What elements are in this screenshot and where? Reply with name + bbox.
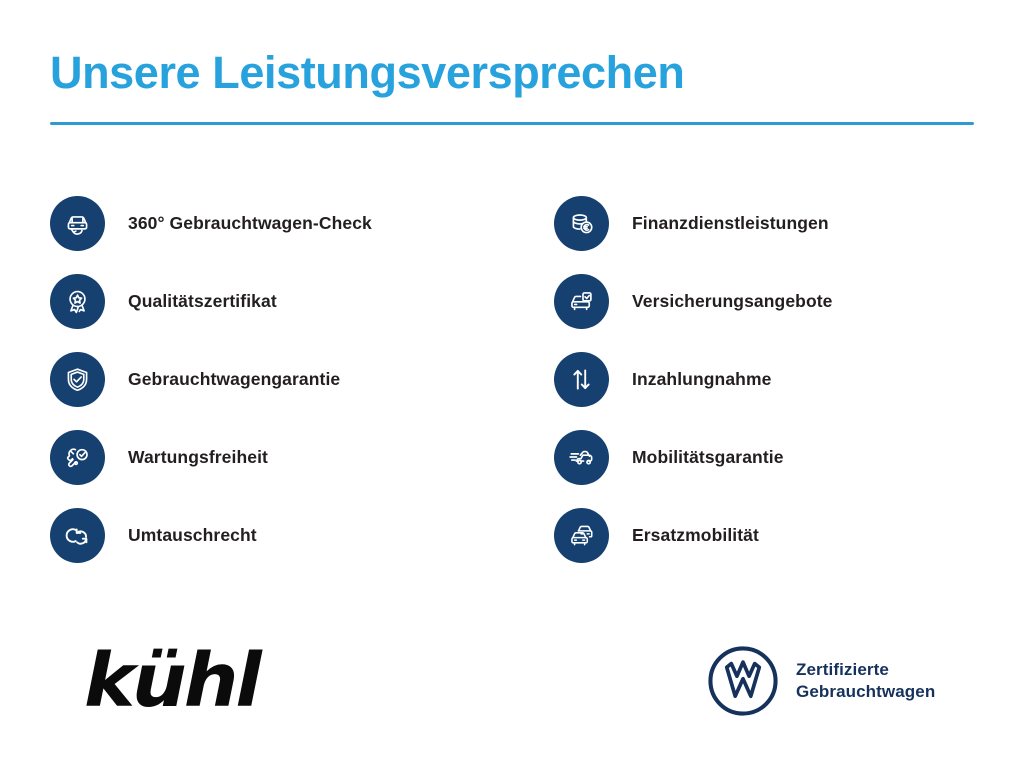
benefit-item-trade-in: Inzahlungnahme — [554, 352, 990, 407]
shield-check-icon — [50, 352, 105, 407]
benefit-item-exchange-right: Umtauschrecht — [50, 508, 486, 563]
vw-caption-line-2: Gebrauchtwagen — [796, 682, 936, 701]
wrench-check-icon — [50, 430, 105, 485]
benefit-item-quality-certificate: Qualitätszertifikat — [50, 274, 486, 329]
vw-caption-line-1: Zertifizierte — [796, 660, 889, 680]
slide-footer: kühl Zertifizierte Gebrauchtwagen — [0, 626, 1024, 746]
car-checkbox-icon — [554, 274, 609, 329]
benefit-item-replacement-mobility: Ersatzmobilität — [554, 508, 990, 563]
benefit-label: 360° Gebrauchtwagen-Check — [128, 213, 372, 233]
benefit-label: Umtauschrecht — [128, 525, 257, 545]
vw-logo-caption: Zertifizierte Gebrauchtwagen — [796, 659, 935, 703]
vw-certified-used-cars-logo: Zertifizierte Gebrauchtwagen — [706, 644, 935, 718]
benefit-label: Gebrauchtwagengarantie — [128, 369, 341, 389]
benefit-item-maintenance-free: Wartungsfreiheit — [50, 430, 486, 485]
benefit-label: Inzahlungnahme — [632, 369, 772, 389]
benefits-right-column: Finanzdienstleistungen Versicherungsange… — [554, 196, 990, 563]
benefit-label: Versicherungsangebote — [632, 291, 833, 311]
benefit-item-financial-services: Finanzdienstleistungen — [554, 196, 990, 251]
benefits-section: 360° Gebrauchtwagen-Check Qualitätszerti… — [50, 196, 990, 563]
benefit-label: Ersatzmobilität — [632, 525, 759, 545]
benefit-item-warranty: Gebrauchtwagengarantie — [50, 352, 486, 407]
award-rosette-icon — [50, 274, 105, 329]
car-360-check-icon — [50, 196, 105, 251]
title-divider — [50, 122, 974, 126]
benefit-item-mobility-guarantee: Mobilitätsgarantie — [554, 430, 990, 485]
benefit-label: Mobilitätsgarantie — [632, 447, 784, 467]
slide-header: Unsere Leistungsversprechen — [50, 47, 974, 126]
benefit-item-360-check: 360° Gebrauchtwagen-Check — [50, 196, 486, 251]
benefit-item-insurance-offers: Versicherungsangebote — [554, 274, 990, 329]
coins-euro-icon — [554, 196, 609, 251]
arrows-up-down-icon — [554, 352, 609, 407]
benefit-label: Wartungsfreiheit — [128, 447, 268, 467]
benefits-left-column: 360° Gebrauchtwagen-Check Qualitätszerti… — [50, 196, 486, 563]
page-title: Unsere Leistungsversprechen — [50, 47, 685, 98]
dealer-logo: kühl — [84, 638, 262, 724]
vw-roundel-icon — [708, 646, 778, 716]
two-cars-icon — [554, 508, 609, 563]
exchange-arrows-icon — [50, 508, 105, 563]
benefit-label: Finanzdienstleistungen — [632, 213, 829, 233]
car-speed-icon — [554, 430, 609, 485]
benefit-label: Qualitätszertifikat — [128, 291, 277, 311]
